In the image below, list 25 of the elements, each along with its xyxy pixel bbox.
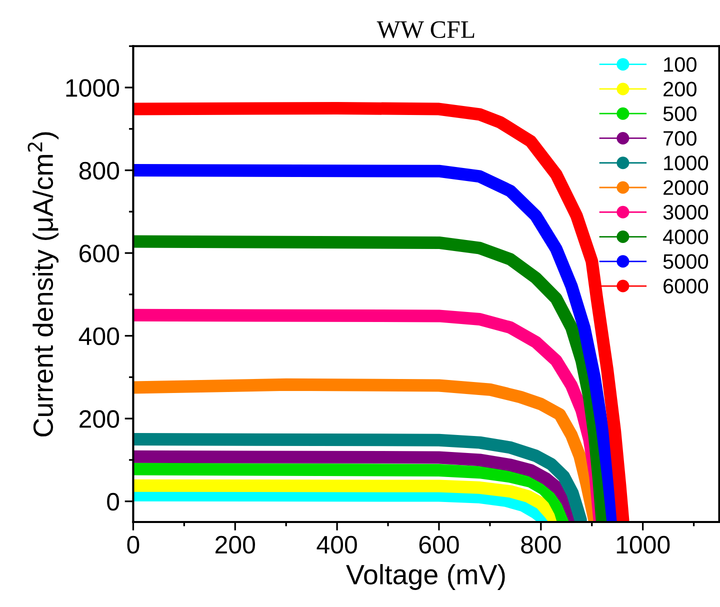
y-tick-label: 200: [80, 410, 120, 428]
x-tick-label: 0: [127, 536, 140, 554]
y-tick-label: 400: [78, 327, 120, 346]
x-tick-label: 400: [316, 536, 357, 554]
y-tick-label: 1000: [66, 79, 120, 97]
y-tick-label: 800: [79, 162, 120, 180]
legend-label: 500: [663, 106, 696, 122]
x-axis-title: Voltage (mV): [346, 564, 505, 590]
legend-label: 200: [664, 82, 696, 96]
legend-label: 100: [664, 57, 696, 72]
y-tick-label: 600: [80, 244, 120, 262]
legend-label: 700: [664, 130, 696, 146]
x-tick-label: 1000: [616, 536, 670, 554]
chart-title: WW CFL: [376, 21, 474, 38]
legend-label: 2000: [664, 180, 708, 195]
legend-label: 5000: [663, 254, 708, 269]
x-tick-label: 600: [419, 536, 459, 554]
x-tick-label: 800: [521, 536, 561, 554]
legend-label: 4000: [663, 230, 708, 244]
legend-label: 1000: [664, 156, 708, 170]
y-axis-title: Current density (μA/cm$^{2}$): [28, 132, 59, 436]
legend-label: 6000: [664, 278, 708, 294]
legend-label: 3000: [663, 204, 708, 220]
y-tick-label: 0: [107, 492, 120, 511]
x-tick-label: 200: [216, 536, 256, 554]
